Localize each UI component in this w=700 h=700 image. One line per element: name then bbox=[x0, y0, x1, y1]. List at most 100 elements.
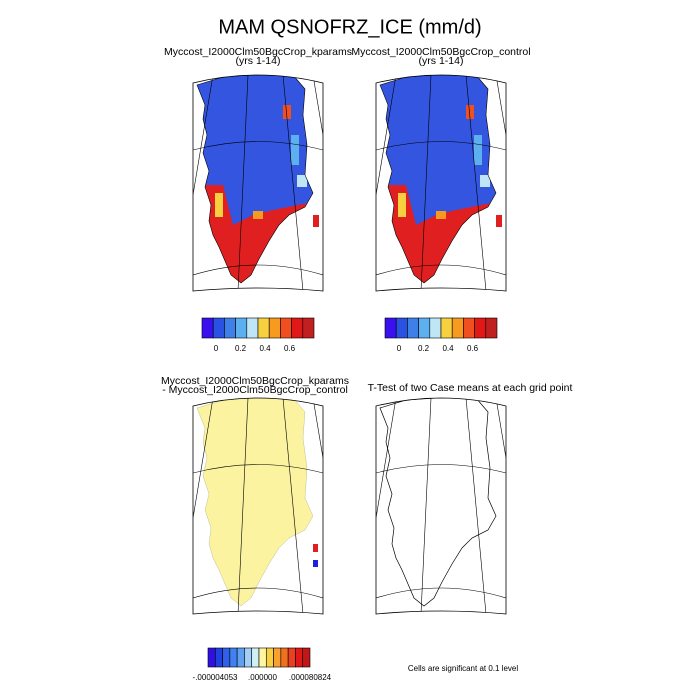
colorbar-box bbox=[273, 647, 282, 668]
panel-subtitle: (yrs 1-14) bbox=[236, 55, 281, 67]
frame bbox=[375, 397, 507, 615]
colorbar-box bbox=[302, 317, 315, 339]
colorbar-box bbox=[244, 647, 253, 668]
parallel bbox=[193, 587, 323, 599]
colorbar-box bbox=[474, 317, 487, 339]
colorbar-box bbox=[451, 317, 464, 339]
meridian bbox=[193, 75, 214, 196]
colorbar-box bbox=[236, 647, 245, 668]
panel-title: Myccost_I2000Clm50BgcCrop_kparams bbox=[161, 375, 349, 387]
colorbar-box bbox=[268, 317, 281, 339]
colorbar-box bbox=[463, 317, 475, 339]
meridian bbox=[282, 398, 304, 614]
map-body bbox=[193, 75, 323, 291]
cells bbox=[398, 193, 406, 217]
colorbar-box bbox=[302, 647, 311, 668]
island bbox=[313, 544, 318, 552]
colorbar-box bbox=[265, 647, 274, 668]
cells bbox=[215, 193, 223, 217]
map-panel bbox=[375, 397, 507, 615]
colorbar-box bbox=[418, 317, 431, 339]
colorbar-label: 0 bbox=[397, 344, 402, 353]
parallel bbox=[193, 264, 323, 276]
map-panel: Myccost_I2000Clm50BgcCrop_kparams- Mycco… bbox=[161, 375, 349, 615]
meridian bbox=[420, 75, 432, 291]
colorbar-label: 0.2 bbox=[235, 344, 247, 353]
colorbar-label: 0.6 bbox=[284, 344, 296, 353]
meridian bbox=[312, 75, 323, 136]
parallel bbox=[376, 141, 506, 151]
colorbar-box bbox=[224, 317, 236, 339]
map-body bbox=[376, 398, 506, 614]
colorbar-box bbox=[287, 647, 296, 668]
colorbar-box bbox=[235, 317, 248, 339]
meridian bbox=[237, 75, 249, 291]
meridian bbox=[237, 398, 249, 614]
colorbar-box bbox=[207, 647, 216, 668]
cells bbox=[466, 105, 474, 119]
panel-title: Myccost_I2000Clm50BgcCrop_control bbox=[351, 46, 530, 58]
colorbar-box bbox=[212, 317, 225, 339]
frame bbox=[192, 74, 324, 292]
panel-title: Myccost_I2000Clm50BgcCrop_kparams bbox=[164, 46, 352, 58]
colorbar-label: 0.6 bbox=[467, 344, 479, 353]
colorbar-box bbox=[440, 317, 453, 339]
colorbar-box bbox=[407, 317, 419, 339]
map-body bbox=[376, 75, 506, 291]
colorbar-label: .000080824 bbox=[289, 673, 332, 682]
colorbar: 0 0.2 0.4 0.6 bbox=[384, 317, 498, 353]
island bbox=[496, 215, 502, 227]
meridian bbox=[312, 398, 323, 459]
figure-title: MAM QSNOFRZ_ICE (mm/d) bbox=[218, 16, 481, 38]
cells bbox=[283, 105, 291, 119]
meridian bbox=[495, 75, 506, 136]
diff-field bbox=[197, 398, 313, 606]
meridian bbox=[282, 75, 304, 291]
colorbar-box bbox=[201, 317, 214, 339]
colorbar-label: 0.4 bbox=[442, 344, 454, 353]
cells bbox=[436, 211, 446, 219]
cells bbox=[297, 175, 307, 187]
colorbar-box bbox=[280, 317, 292, 339]
panels: Myccost_I2000Clm50BgcCrop_kparams(yrs 1-… bbox=[161, 46, 572, 682]
coastline bbox=[379, 398, 497, 607]
frame bbox=[192, 397, 324, 615]
parallel bbox=[376, 464, 506, 474]
colorbar-box bbox=[485, 317, 498, 339]
cells bbox=[291, 135, 299, 165]
meridian bbox=[420, 398, 432, 614]
parallel bbox=[376, 587, 506, 599]
colorbar-label: .000000 bbox=[248, 673, 277, 682]
colorbar-box bbox=[429, 317, 442, 339]
meridian bbox=[376, 398, 397, 519]
panel-title: T-Test of two Case means at each grid po… bbox=[368, 382, 573, 394]
colorbar-box bbox=[229, 647, 238, 668]
panel-subtitle: (yrs 1-14) bbox=[419, 55, 464, 67]
meridian bbox=[193, 398, 214, 519]
colorbar: -.000004053 .000000 .000080824 bbox=[193, 647, 332, 682]
colorbar-box bbox=[257, 317, 270, 339]
colorbar-box bbox=[291, 317, 304, 339]
colorbar-box bbox=[395, 317, 408, 339]
colorbar-label: 0 bbox=[214, 344, 219, 353]
colorbar-label: 0.2 bbox=[418, 344, 430, 353]
colorbar-box bbox=[246, 317, 259, 339]
map-panel: Myccost_I2000Clm50BgcCrop_kparams(yrs 1-… bbox=[164, 46, 352, 292]
cells bbox=[480, 175, 490, 187]
parallel bbox=[193, 464, 323, 474]
colorbar-box bbox=[258, 647, 267, 668]
map-body bbox=[193, 398, 323, 614]
parallel bbox=[193, 141, 323, 151]
island bbox=[313, 560, 318, 567]
colorbar-label: 0.4 bbox=[259, 344, 271, 353]
island bbox=[313, 215, 319, 227]
parallel bbox=[376, 264, 506, 276]
meridian bbox=[376, 75, 397, 196]
colorbar-box bbox=[214, 647, 223, 668]
note: Cells are significant at 0.1 level bbox=[408, 664, 519, 673]
meridian bbox=[495, 398, 506, 459]
colorbar-box bbox=[280, 647, 289, 668]
meridian bbox=[465, 398, 487, 614]
meridian bbox=[465, 75, 487, 291]
